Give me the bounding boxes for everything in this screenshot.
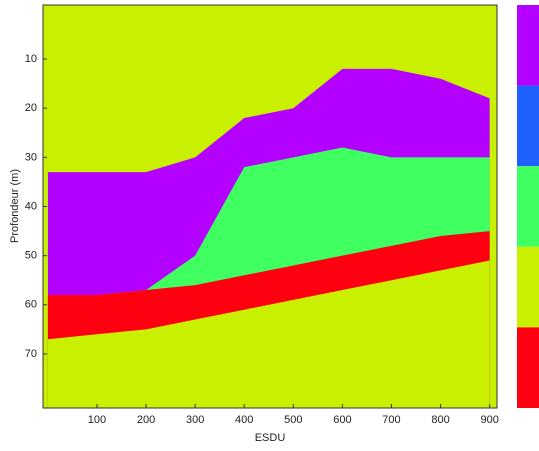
- y-tick-label: 70: [25, 348, 37, 360]
- y-tick-label: 10: [25, 53, 37, 65]
- x-tick-label: 100: [88, 414, 106, 426]
- y-tick-label: 20: [25, 102, 37, 114]
- colorbar: [517, 5, 539, 408]
- x-tick-label: 200: [137, 414, 155, 426]
- x-tick-label: 300: [186, 414, 204, 426]
- plot-area: [43, 5, 497, 408]
- x-tick-label: 700: [382, 414, 400, 426]
- y-axis-label: Profondeur (m): [9, 169, 21, 243]
- y-tick-label: 30: [25, 151, 37, 163]
- y-tick-label: 50: [25, 250, 37, 262]
- colorbar-segment: [517, 246, 539, 328]
- y-tick-label: 40: [25, 200, 37, 212]
- colorbar-segment: [517, 327, 539, 408]
- colorbar-segment: [517, 85, 539, 167]
- colorbar-segment: [517, 166, 539, 247]
- x-tick-label: 900: [480, 414, 498, 426]
- x-tick-label: 400: [235, 414, 253, 426]
- layer: [47, 260, 490, 408]
- x-tick-label: 500: [284, 414, 302, 426]
- x-axis-label: ESDU: [255, 432, 286, 444]
- x-tick-label: 800: [431, 414, 449, 426]
- x-tick-label: 600: [333, 414, 351, 426]
- y-tick-label: 60: [25, 299, 37, 311]
- colorbar-segment: [517, 5, 539, 86]
